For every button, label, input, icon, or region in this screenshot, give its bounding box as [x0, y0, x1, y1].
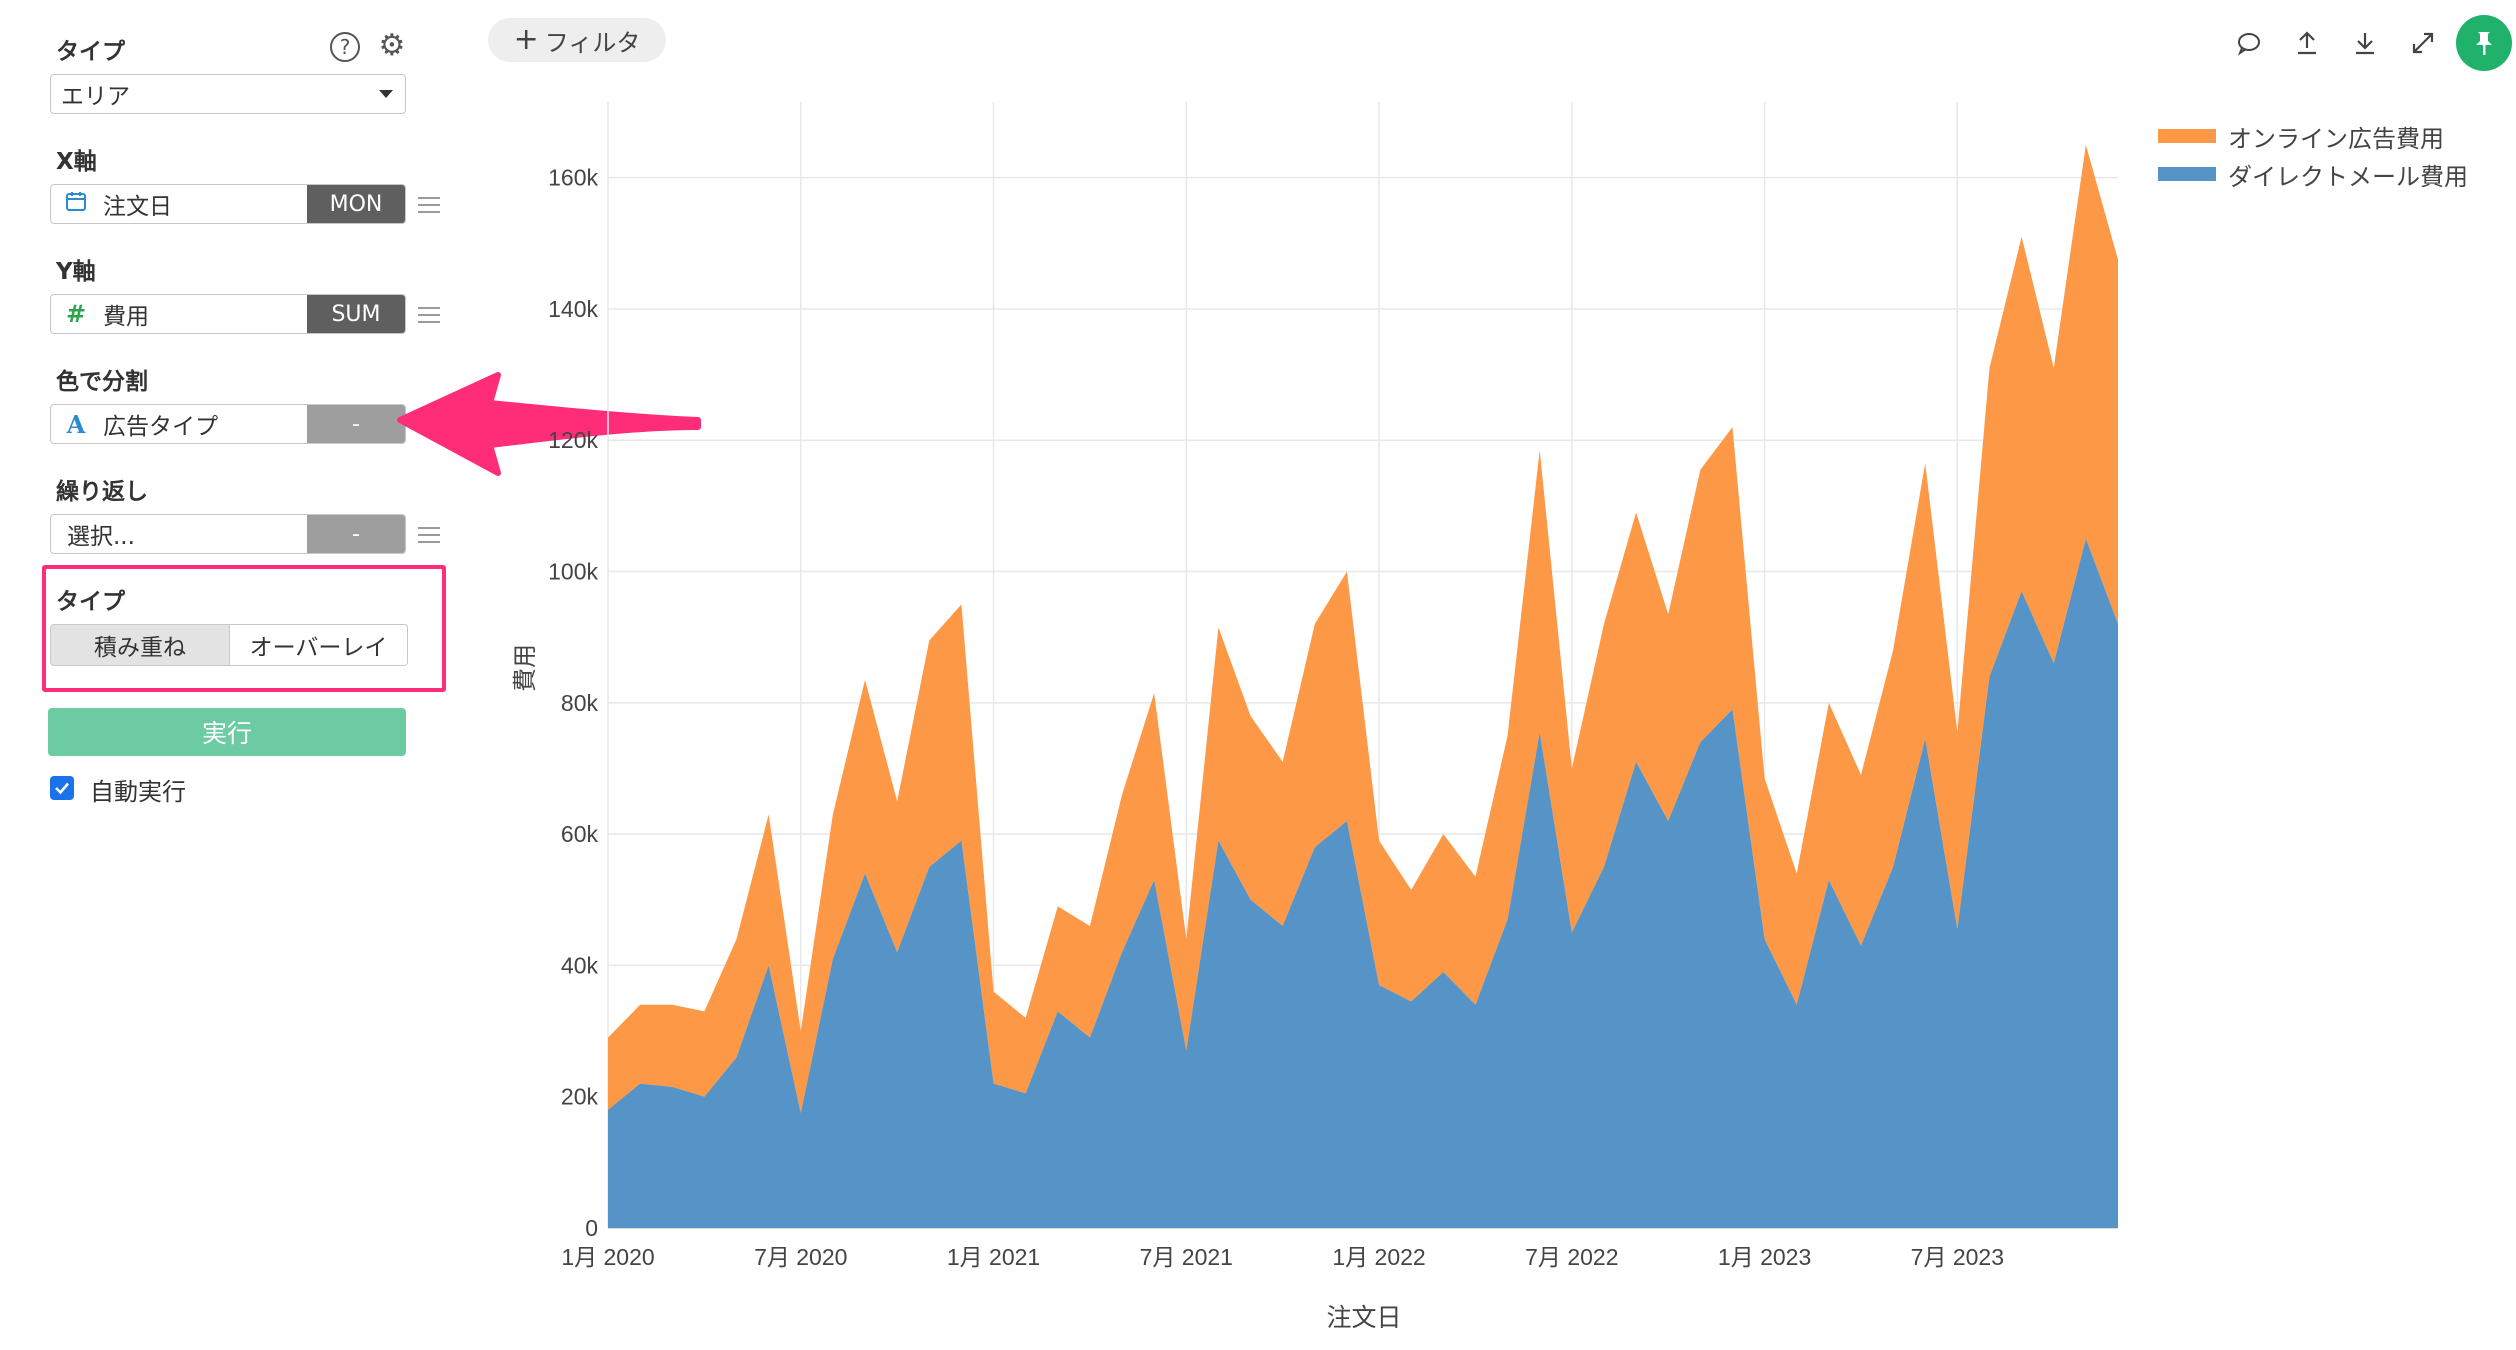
annotation-arrow [397, 372, 701, 476]
x-tick-label: 1月 2020 [561, 1244, 654, 1270]
stack-mode-label: タイプ [56, 589, 125, 615]
help-icon[interactable]: ? [330, 32, 360, 62]
repeat-label: 繰り返し [56, 479, 148, 505]
y-tick-label: 60k [561, 821, 599, 847]
y-tick-label: 40k [561, 952, 599, 978]
y-tick-label: 160k [548, 165, 598, 191]
number-icon: # [65, 300, 87, 328]
overlay-option[interactable]: オーバーレイ [230, 625, 407, 665]
pin-button[interactable] [2456, 15, 2512, 71]
x-tick-label: 7月 2022 [1525, 1244, 1618, 1270]
y-axis-ticks: 0 20k 40k 60k 80k 100k 120k 140k 160k [548, 165, 598, 1241]
chevron-down-icon [379, 90, 393, 98]
type-label: タイプ [56, 39, 125, 65]
chart-areas [608, 144, 2118, 1228]
y-tick-label: 140k [548, 296, 598, 322]
legend-label: ダイレクトメール費用 [2228, 164, 2468, 191]
run-button[interactable]: 実行 [48, 708, 406, 756]
x-axis-menu-icon[interactable] [418, 197, 440, 213]
chart-type-value: エリア [61, 84, 130, 110]
calendar-icon [51, 190, 93, 218]
comment-icon[interactable] [2226, 20, 2272, 66]
upload-icon[interactable] [2284, 20, 2330, 66]
expand-icon[interactable] [2400, 20, 2446, 66]
auto-run-label: 自動実行 [90, 778, 186, 806]
series-area-direct-mail [608, 538, 2118, 1228]
add-filter-button[interactable]: + フィルタ [488, 18, 666, 62]
color-split-aggregation[interactable]: - [307, 405, 405, 443]
x-axis-label: X軸 [56, 149, 97, 175]
color-split-field[interactable]: A 広告タイプ - [50, 404, 406, 444]
x-tick-label: 1月 2021 [947, 1244, 1040, 1270]
x-tick-label: 7月 2020 [754, 1244, 847, 1270]
y-axis-field[interactable]: # 費用 SUM [50, 294, 406, 334]
plus-icon: + [513, 22, 539, 57]
text-type-icon: A [66, 409, 86, 439]
y-tick-label: 100k [548, 559, 598, 585]
y-axis-menu-icon[interactable] [418, 307, 440, 323]
y-axis-title: 費用 [512, 644, 539, 692]
color-split-label: 色で分割 [56, 369, 148, 395]
x-axis-aggregation[interactable]: MON [307, 185, 405, 223]
x-tick-label: 1月 2022 [1332, 1244, 1425, 1270]
x-tick-label: 1月 2023 [1718, 1244, 1811, 1270]
x-axis-title: 注文日 [1326, 1304, 1401, 1332]
y-tick-label: 80k [561, 690, 599, 716]
y-axis-aggregation[interactable]: SUM [307, 295, 405, 333]
legend-swatch [2158, 167, 2216, 181]
x-axis-ticks: 1月 2020 7月 2020 1月 2021 7月 2021 1月 2022 7月 20… [561, 1244, 2004, 1270]
x-tick-label: 7月 2023 [1911, 1244, 2004, 1270]
y-tick-label: 120k [548, 427, 598, 453]
repeat-field-placeholder: 選択... [67, 524, 135, 550]
x-tick-label: 7月 2021 [1140, 1244, 1233, 1270]
stack-mode-toggle: 積み重ね オーバーレイ [50, 624, 408, 666]
y-tick-label: 20k [561, 1084, 599, 1110]
legend-label: オンライン広告費用 [2228, 126, 2444, 153]
pin-icon [2476, 32, 2492, 55]
y-axis-label: Y軸 [56, 259, 96, 285]
color-split-field-name: 広告タイプ [103, 414, 218, 440]
y-axis-field-name: 費用 [103, 304, 149, 330]
y-tick-label: 0 [585, 1215, 598, 1241]
gear-icon[interactable]: ⚙ [378, 28, 406, 63]
x-axis-field-name: 注文日 [103, 194, 172, 220]
stacked-option[interactable]: 積み重ね [51, 625, 230, 665]
repeat-menu-icon[interactable] [418, 527, 440, 543]
repeat-aggregation[interactable]: - [307, 515, 405, 553]
highlight-box [42, 565, 446, 692]
legend-swatch [2158, 129, 2216, 143]
download-icon[interactable] [2342, 20, 2388, 66]
x-axis-field[interactable]: 注文日 MON [50, 184, 406, 224]
chart-type-select[interactable]: エリア [50, 74, 406, 114]
add-filter-label: フィルタ [544, 28, 641, 57]
repeat-field[interactable]: 選択... - [50, 514, 406, 554]
auto-run-checkbox[interactable] [50, 776, 74, 800]
